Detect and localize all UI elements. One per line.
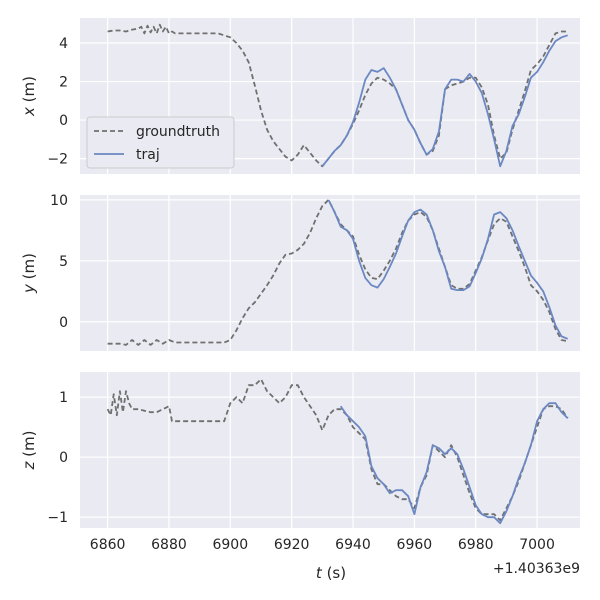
- panel-z-yticks: 1 0 −1: [47, 390, 68, 526]
- panel-x-series-traj: [321, 34, 568, 168]
- panel-z-background: [80, 372, 580, 528]
- xtick-label-7: 7000: [519, 537, 555, 553]
- panel-z: 1 0 −1 6860 6880 6900 6920 6940 6960 6980 7000 z …: [20, 372, 580, 582]
- x-offset-label: +1.40363e9: [493, 561, 580, 577]
- panel-y-background: [80, 195, 580, 351]
- panel-y: 10 5 0 y (m): [20, 193, 580, 351]
- panel-y-ytick-label-1: 5: [59, 254, 68, 270]
- xtick-label-6: 6980: [458, 537, 494, 553]
- panel-x-lines: [107, 23, 568, 168]
- xtick-label-5: 6960: [397, 537, 433, 553]
- legend-traj-label: traj: [136, 147, 160, 163]
- panel-x-ytick-label-3: −2: [47, 152, 68, 168]
- panel-x-ytick-label-2: 0: [59, 113, 68, 129]
- panel-z-lines: [106, 378, 569, 525]
- panel-y-ytick-label-0: 10: [50, 193, 68, 209]
- x-axis-label: t (s): [316, 564, 346, 582]
- panel-y-series-traj: [327, 199, 569, 340]
- panel-z-ytick-label-1: 0: [59, 450, 68, 466]
- panel-z-ylabel: z (m): [20, 431, 38, 471]
- xtick-label-0: 6860: [90, 537, 126, 553]
- panel-z-series-traj: [339, 402, 569, 525]
- panel-y-ytick-label-2: 0: [59, 315, 68, 331]
- panel-z-ytick-label-2: −1: [47, 510, 68, 526]
- panel-y-lines: [107, 198, 569, 346]
- panel-y-grid: [80, 195, 580, 351]
- legend: groundtruth traj: [86, 116, 235, 169]
- panel-x: 4 2 0 −2 x (m) groundtruth traj: [20, 18, 580, 174]
- panel-x-ytick-label-0: 4: [59, 36, 68, 52]
- panel-x-yticks: 4 2 0 −2: [47, 36, 68, 168]
- panel-z-series-groundtruth: [106, 378, 569, 522]
- panel-x-ylabel: x (m): [20, 76, 38, 117]
- xtick-label-2: 6900: [212, 537, 248, 553]
- panel-z-xticks: 6860 6880 6900 6920 6940 6960 6980 7000: [90, 537, 555, 553]
- panel-z-ytick-label-0: 1: [59, 390, 68, 406]
- panel-y-yticks: 10 5 0: [50, 193, 68, 331]
- panel-y-ylabel: y (m): [20, 253, 38, 294]
- xtick-label-4: 6940: [335, 537, 371, 553]
- xtick-label-3: 6920: [274, 537, 310, 553]
- legend-groundtruth-label: groundtruth: [136, 124, 220, 140]
- panel-x-ytick-label-1: 2: [59, 75, 68, 91]
- panel-z-grid: [80, 372, 580, 528]
- xtick-label-1: 6880: [151, 537, 187, 553]
- legend-box: [86, 116, 235, 169]
